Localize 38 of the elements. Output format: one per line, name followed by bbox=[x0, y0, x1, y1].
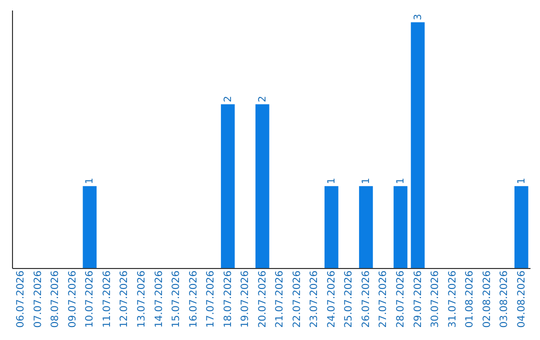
x-tick-label: 21.07.2026 bbox=[274, 270, 286, 328]
x-tick-label: 03.08.2026 bbox=[499, 270, 510, 328]
data-label: 1 bbox=[326, 178, 338, 184]
x-tick-label: 06.07.2026 bbox=[16, 270, 27, 328]
data-label: 1 bbox=[516, 178, 528, 184]
x-tick-label: 14.07.2026 bbox=[154, 270, 165, 328]
x-tick-label: 10.07.2026 bbox=[84, 270, 96, 328]
x-tick-label: 26.07.2026 bbox=[360, 270, 372, 328]
x-tick-label: 20.07.2026 bbox=[257, 270, 268, 328]
x-tick-label: 23.07.2026 bbox=[309, 270, 320, 328]
x-tick-label: 12.07.2026 bbox=[119, 270, 130, 328]
x-tick-label: 22.07.2026 bbox=[292, 270, 303, 328]
x-tick-label: 16.07.2026 bbox=[188, 270, 200, 328]
x-tick-label: 07.07.2026 bbox=[32, 270, 44, 328]
data-label: 3 bbox=[412, 14, 424, 20]
x-tick-label: 30.07.2026 bbox=[430, 270, 442, 328]
x-tick-label: 25.07.2026 bbox=[344, 270, 355, 328]
x-tick-label: 27.07.2026 bbox=[378, 270, 390, 328]
x-tick-label: 13.07.2026 bbox=[136, 270, 148, 328]
x-tick-label: 28.07.2026 bbox=[396, 270, 406, 328]
data-label: 1 bbox=[360, 178, 372, 184]
data-label: 1 bbox=[396, 178, 406, 184]
x-tick-label: 29.07.2026 bbox=[412, 270, 424, 328]
x-tick-label: 02.08.2026 bbox=[482, 270, 493, 328]
data-label: 2 bbox=[222, 96, 234, 102]
x-tick-label: 01.08.2026 bbox=[464, 270, 476, 328]
x-tick-label: 17.07.2026 bbox=[206, 270, 217, 328]
x-tick-label: 15.07.2026 bbox=[171, 270, 182, 328]
x-tick-label: 19.07.2026 bbox=[240, 270, 252, 328]
x-tick-label: 11.07.2026 bbox=[102, 270, 113, 328]
data-label: 2 bbox=[257, 96, 268, 102]
data-label: 1 bbox=[84, 178, 96, 184]
x-tick-label: 31.07.2026 bbox=[447, 270, 458, 328]
x-tick-label: 24.07.2026 bbox=[326, 270, 338, 328]
x-tick-label: 04.08.2026 bbox=[516, 270, 528, 328]
x-tick-label: 18.07.2026 bbox=[222, 270, 234, 328]
x-tick-label: 08.07.2026 bbox=[50, 270, 62, 328]
x-tick-label: 09.07.2026 bbox=[67, 270, 78, 328]
